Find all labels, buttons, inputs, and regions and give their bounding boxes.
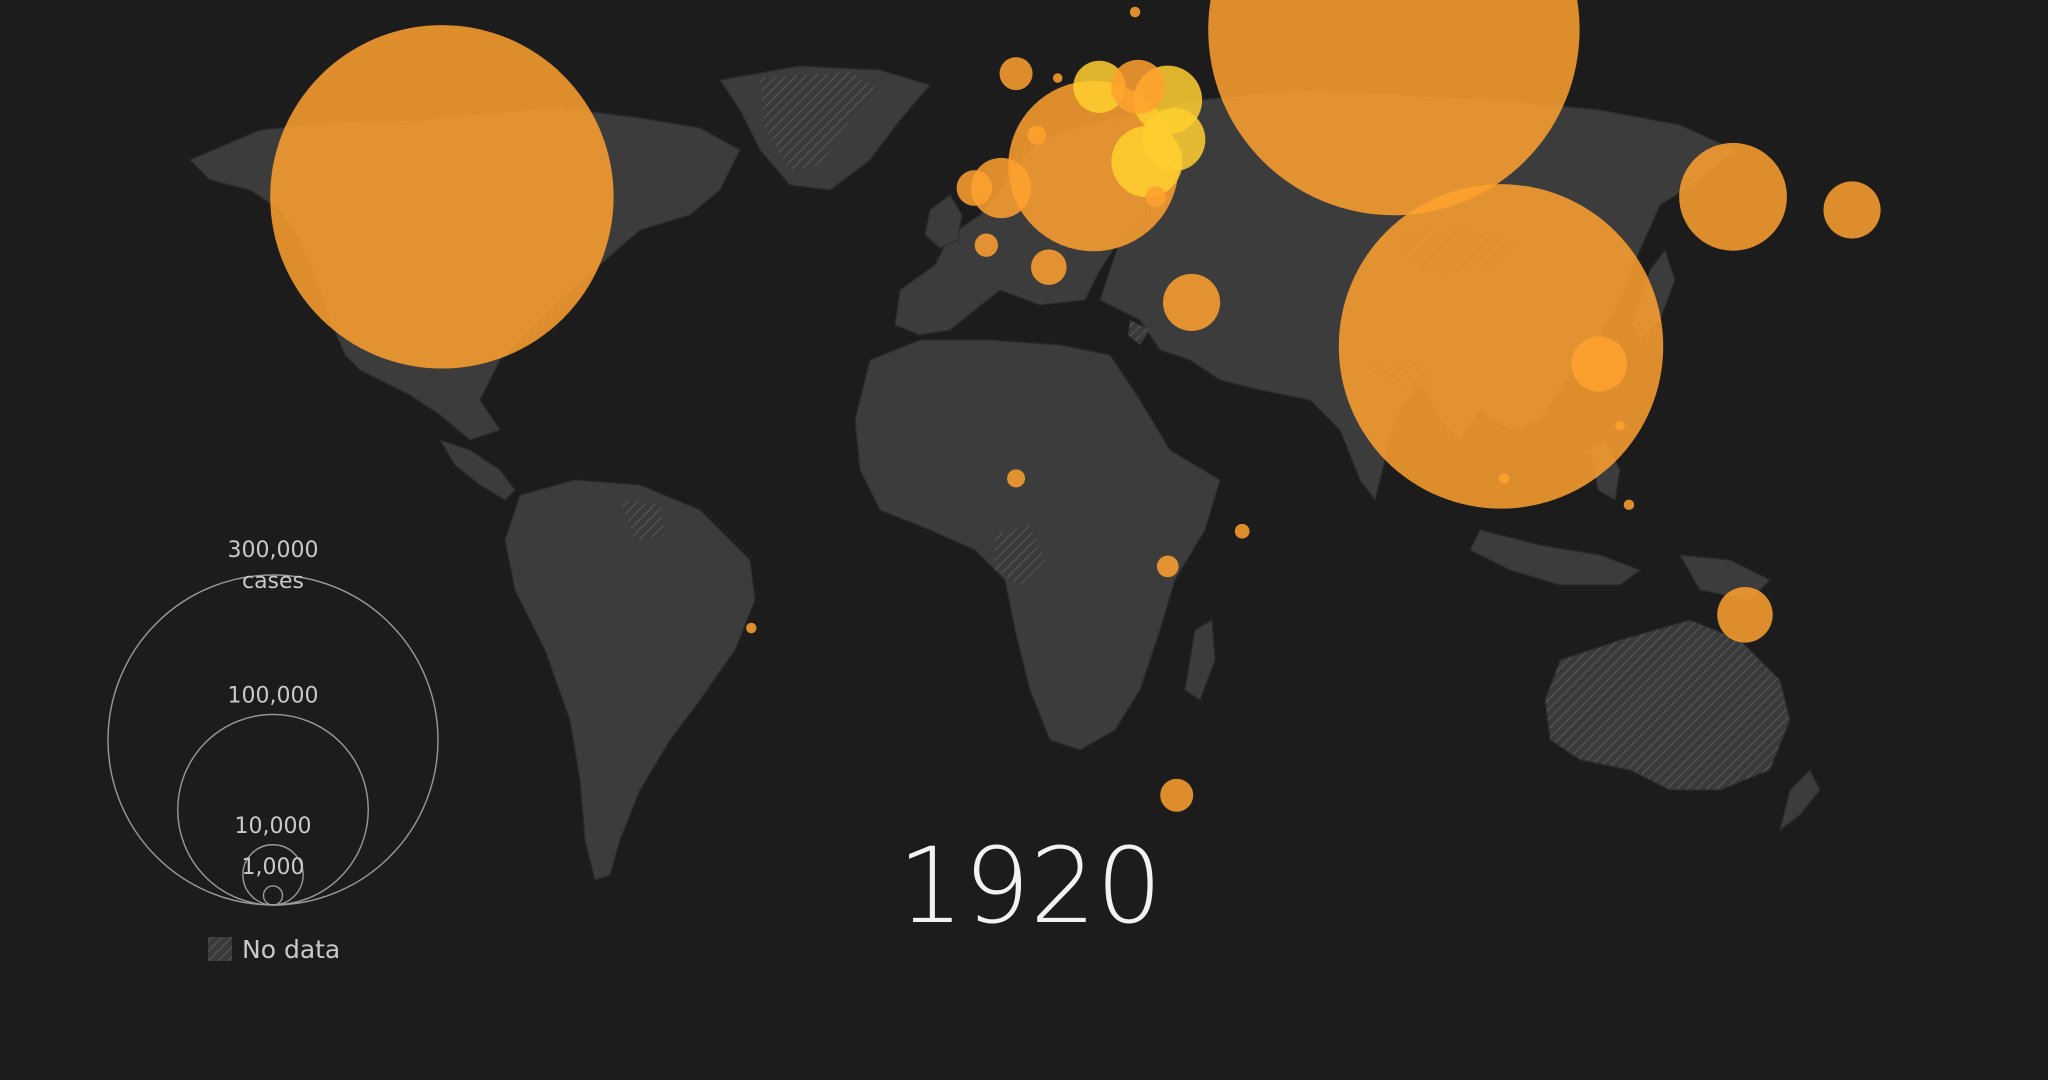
bubble-algeria — [1030, 249, 1067, 286]
central-africa-nodata-region — [995, 525, 1045, 585]
bubble-gold-coast — [1007, 469, 1026, 488]
bubble-brazil — [746, 622, 757, 634]
bubble-greece — [1145, 186, 1167, 208]
legend-label-100000: 100,000 — [228, 683, 319, 708]
bubble-siam — [1615, 420, 1625, 431]
bubble-belgian-congo — [1156, 555, 1179, 578]
british-isles-landmass — [924, 194, 963, 249]
nodata-label: No data — [242, 935, 340, 964]
bubble-malaya — [1623, 499, 1635, 511]
bubble-china — [1679, 142, 1787, 251]
bubble-france — [1027, 125, 1047, 145]
bubble-dutch-east-indies — [1717, 587, 1773, 643]
guiana-nodata-region — [620, 500, 665, 540]
legend-label-10000: 10,000 — [235, 814, 312, 839]
year-label: 1920 — [898, 825, 1163, 947]
legend-label-1000: 1,000 — [242, 855, 305, 880]
madagascar-landmass — [1184, 618, 1216, 701]
bubble-united-kingdom — [999, 57, 1033, 91]
central-america-landmass — [438, 438, 516, 501]
greenland-nodata-region — [760, 72, 880, 170]
bubble-spain — [971, 157, 1032, 219]
south-america-landmass — [504, 479, 756, 881]
case-bubbles — [270, 0, 1881, 812]
bubble-kenya — [1234, 523, 1250, 539]
bubble-italy — [1008, 80, 1179, 252]
bubble-netherlands — [1052, 73, 1063, 83]
new-zealand-landmass — [1779, 768, 1821, 832]
bubble-south-africa — [1160, 778, 1194, 812]
bubble-russia — [1208, 0, 1580, 216]
bubble-ceylon — [1498, 473, 1510, 484]
bubble-serbia — [1111, 125, 1183, 198]
bubble-japan — [1823, 181, 1881, 239]
bubble-morocco — [974, 233, 998, 257]
nodata-swatch — [208, 937, 232, 961]
legend-circle-300000 — [107, 574, 439, 906]
australia-nodata-region — [1544, 619, 1791, 791]
bubble-egypt — [1163, 273, 1221, 331]
legend-unit-label: cases — [242, 569, 304, 594]
bubble-sweden — [1129, 6, 1141, 18]
bubble-portugal — [956, 170, 993, 206]
bubble-burma — [1571, 336, 1627, 392]
bubble-united-states — [270, 25, 614, 369]
arabia-nodata-region — [1128, 320, 1150, 345]
bubble-germany — [1073, 60, 1126, 113]
legend-circle-1000 — [262, 885, 284, 906]
size-legend: 300,000 cases 100,000 10,000 1,000 No da… — [107, 538, 439, 964]
bubble-poland — [1111, 59, 1165, 114]
bubble-india — [1338, 184, 1664, 509]
southeast-asia-islands — [1469, 529, 1642, 586]
legend-label-300000: 300,000 — [228, 538, 319, 563]
